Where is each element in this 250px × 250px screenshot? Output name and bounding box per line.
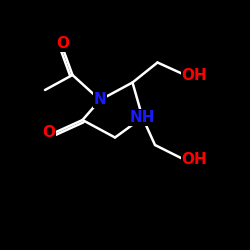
Text: O: O (42, 125, 55, 140)
Text: OH: OH (182, 152, 208, 168)
Text: NH: NH (130, 110, 155, 125)
Text: N: N (94, 92, 106, 108)
Text: O: O (56, 36, 69, 51)
Text: OH: OH (182, 68, 208, 82)
